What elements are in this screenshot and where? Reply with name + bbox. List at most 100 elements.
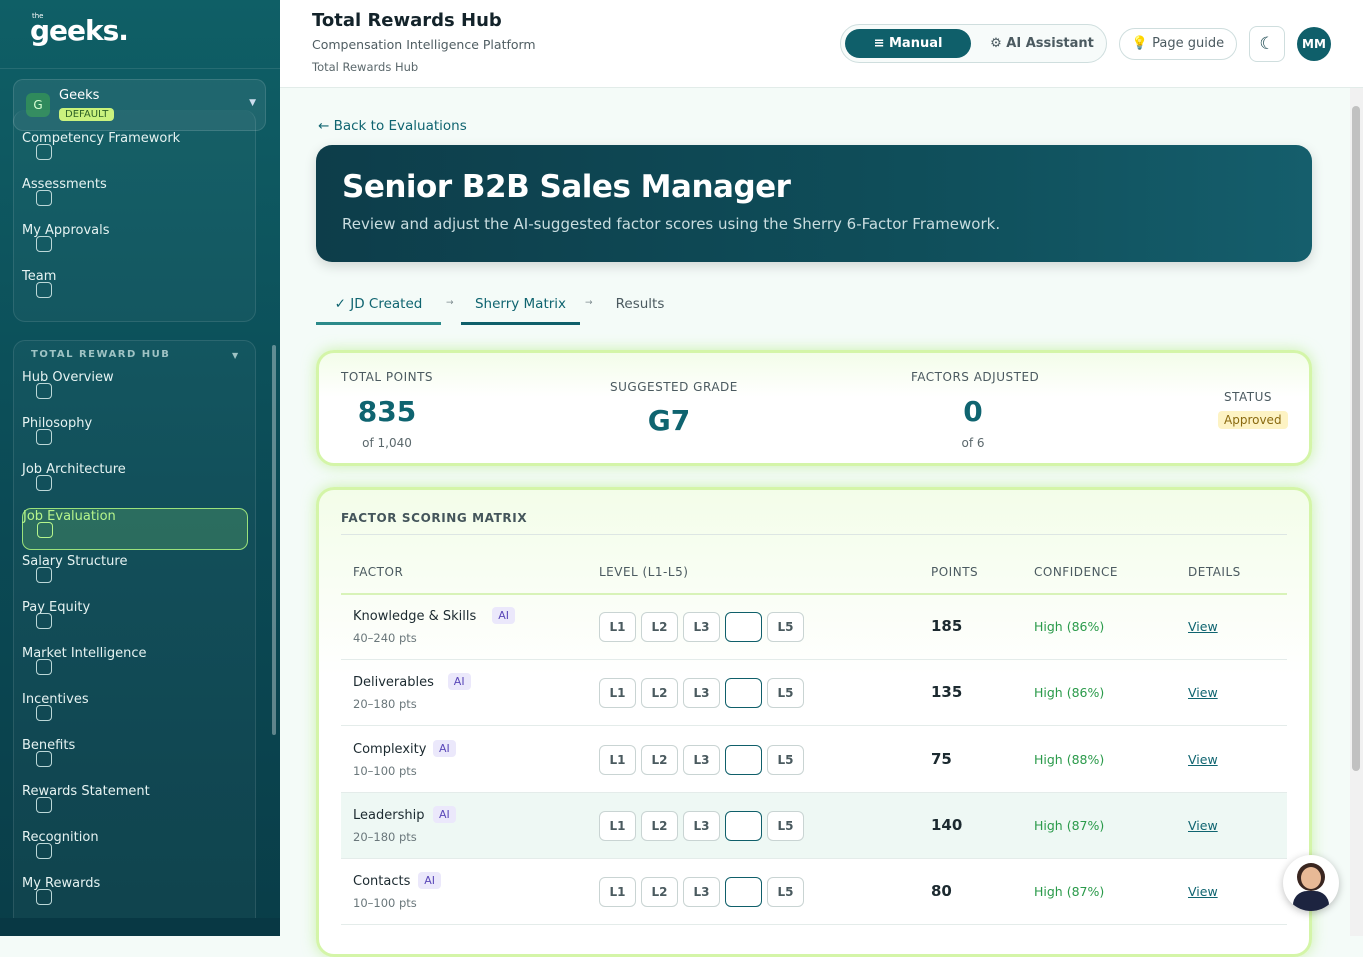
step-tab[interactable]: ✓ JD Created — [316, 292, 441, 325]
avatar[interactable]: MM — [1297, 27, 1331, 61]
back-link[interactable]: ← Back to Evaluations — [318, 118, 467, 134]
logo: the geeks. — [30, 12, 129, 47]
header-title: Total Rewards Hub — [312, 10, 502, 31]
level-button[interactable]: L3 — [683, 744, 720, 775]
nav-icon — [36, 705, 52, 721]
nav-item[interactable]: Rewards Statement — [22, 784, 248, 826]
confidence: High (87%) — [1034, 884, 1105, 900]
nav-item[interactable]: Salary Structure — [22, 554, 248, 596]
level-button[interactable]: L5 — [767, 612, 804, 642]
level-button[interactable]: L5 — [767, 678, 804, 709]
nav-label: Incentives — [22, 692, 89, 707]
nav-item[interactable]: Pay Equity — [22, 600, 248, 642]
org-name: Geeks — [59, 88, 100, 103]
page-guide-label: Page guide — [1152, 36, 1225, 51]
section-title: TOTAL REWARD HUB — [31, 349, 171, 360]
ai-tag: AI — [447, 673, 471, 691]
level-button[interactable]: L2 — [641, 810, 678, 841]
status-badge: Approved — [1218, 411, 1288, 429]
factor-range: 40–240 pts — [353, 631, 417, 645]
factor-name: Leadership — [353, 807, 425, 823]
confidence: High (87%) — [1034, 817, 1105, 833]
level-button[interactable]: L2 — [641, 877, 678, 908]
step-tab[interactable]: Sherry Matrix — [461, 292, 580, 325]
nav-item[interactable]: Competency Framework — [22, 131, 248, 173]
nav-icon — [36, 190, 52, 206]
sidebar-footer — [0, 918, 280, 936]
level-selected[interactable] — [725, 877, 762, 908]
table-row: Complexity AI 10–100 pts L1 L2 L3 L5 75 High (88… — [341, 727, 1287, 793]
chatbot-button[interactable] — [1283, 855, 1339, 911]
hero-description: Review and adjust the AI-suggested facto… — [342, 215, 1001, 233]
nav-label: My Rewards — [22, 876, 101, 891]
view-link[interactable]: View — [1188, 751, 1218, 767]
nav-item[interactable]: Assessments — [22, 177, 248, 219]
ai-tag: AI — [433, 739, 456, 757]
nav-label: Assessments — [22, 177, 107, 192]
table-row: Deliverables AI 20–180 pts L1 L2 L3 L5 135 High … — [341, 660, 1287, 727]
level-button[interactable]: L2 — [641, 612, 678, 642]
step-tab[interactable]: Results — [600, 292, 680, 325]
level-button[interactable]: L3 — [683, 810, 720, 841]
scrollbar — [1350, 88, 1363, 936]
nav-item[interactable]: My Rewards — [22, 876, 248, 918]
nav-item[interactable]: Team — [22, 269, 248, 311]
view-link[interactable]: View — [1188, 619, 1218, 634]
factor-name: Complexity — [353, 741, 427, 757]
level-button[interactable]: L3 — [683, 678, 720, 709]
theme-toggle[interactable]: ☾ — [1249, 26, 1285, 62]
nav-item[interactable]: Market Intelligence — [22, 646, 248, 688]
level-button[interactable]: L3 — [683, 612, 720, 642]
level-button[interactable]: L5 — [767, 810, 804, 841]
level-button[interactable]: L5 — [767, 744, 804, 775]
level-button[interactable]: L3 — [683, 877, 720, 908]
nav-item[interactable]: Job Architecture — [22, 462, 248, 504]
hero-title: Senior B2B Sales Manager — [342, 169, 791, 205]
mode-toggle: ≡ Manual ⚙ AI Assistant — [840, 24, 1107, 63]
level-button[interactable]: L1 — [599, 877, 636, 908]
step-label: Sherry Matrix — [474, 296, 567, 312]
level-button[interactable]: L1 — [599, 678, 636, 709]
header-subtitle: Compensation Intelligence Platform — [312, 37, 536, 52]
page-guide[interactable]: 💡 Page guide — [1119, 28, 1237, 60]
mode-ai[interactable]: ⚙ AI Assistant — [990, 36, 1094, 51]
nav-item[interactable]: Incentives — [22, 692, 248, 734]
nav-item[interactable]: Philosophy — [22, 416, 248, 458]
chatbot-face — [1301, 867, 1321, 889]
ai-tag: AI — [492, 607, 515, 624]
sidebar: the geeks. G Geeks DEFAULT ▼ TOTAL REWARD… — [0, 0, 280, 936]
nav-icon — [36, 567, 52, 583]
level-button[interactable]: L1 — [599, 612, 636, 642]
level-button[interactable]: L2 — [641, 744, 678, 775]
summary-label: STATUS — [1224, 390, 1273, 404]
nav-item[interactable]: My Approvals — [22, 223, 248, 265]
level-button[interactable]: L1 — [599, 810, 636, 841]
level-selected[interactable] — [725, 612, 762, 642]
points: 140 — [931, 815, 963, 834]
nav-item[interactable]: Benefits — [22, 738, 248, 780]
mode-manual[interactable]: ≡ Manual — [845, 29, 971, 58]
column-header: DETAILS — [1188, 565, 1241, 579]
org-switcher[interactable]: G Geeks DEFAULT ▼ — [13, 79, 266, 131]
nav-icon — [36, 383, 52, 399]
ai-tag: AI — [418, 872, 441, 890]
level-button[interactable]: L2 — [641, 678, 678, 709]
level-selected[interactable] — [725, 744, 762, 775]
level-button[interactable]: L5 — [767, 877, 804, 908]
level-button[interactable]: L1 — [599, 744, 636, 775]
view-link[interactable]: View — [1188, 817, 1218, 833]
nav-item[interactable]: Hub Overview — [22, 370, 248, 412]
level-selected[interactable] — [725, 678, 762, 709]
header: Total Rewards Hub Compensation Intellige… — [280, 0, 1363, 88]
confidence: High (86%) — [1034, 619, 1105, 634]
logo-text: geeks. — [30, 14, 129, 47]
nav-item[interactable]: Recognition — [22, 830, 248, 872]
nav-label: Pay Equity — [22, 600, 91, 615]
nav-label: Job Architecture — [22, 462, 126, 477]
nav-item[interactable]: Job Evaluation — [22, 508, 248, 550]
column-header: CONFIDENCE — [1034, 565, 1119, 579]
view-link[interactable]: View — [1188, 685, 1218, 701]
view-link[interactable]: View — [1188, 884, 1218, 900]
level-selected[interactable] — [725, 810, 762, 841]
